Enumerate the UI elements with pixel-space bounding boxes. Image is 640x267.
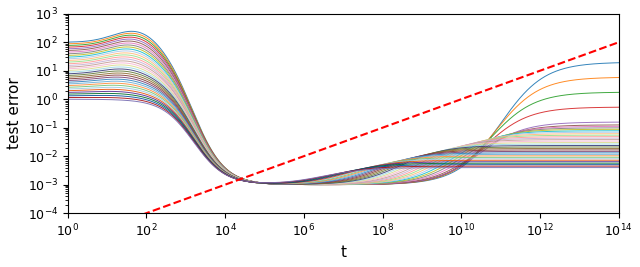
X-axis label: t: t [340,245,346,260]
Y-axis label: test error: test error [7,78,22,149]
